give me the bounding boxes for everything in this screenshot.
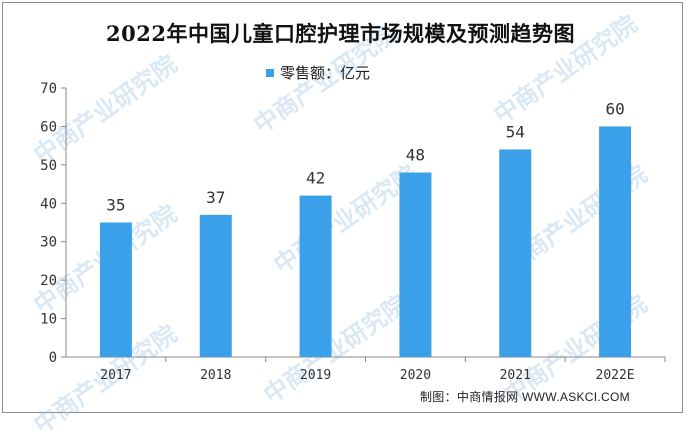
bar xyxy=(199,214,232,357)
y-tick-label: 0 xyxy=(49,350,57,366)
data-label: 54 xyxy=(506,122,525,141)
legend-label: 零售额：亿元 xyxy=(280,65,371,82)
y-tick-label: 60 xyxy=(40,119,57,135)
bar-chart: 0 10 20 30 40 50 60 70 35 2017 37 2018 42 2019 48 2020 5… xyxy=(40,81,666,383)
y-tick-label: 50 xyxy=(40,158,57,174)
data-label: 60 xyxy=(605,99,624,118)
y-tick-label: 10 xyxy=(40,312,57,328)
x-tick-label: 2022E xyxy=(596,368,635,383)
bar xyxy=(599,126,632,357)
x-tick-label: 2021 xyxy=(500,368,531,383)
legend-swatch xyxy=(266,68,274,77)
bar xyxy=(499,149,532,357)
x-tick-label: 2019 xyxy=(300,368,331,383)
y-tick-label: 30 xyxy=(40,235,57,251)
data-label: 48 xyxy=(406,146,425,165)
x-tick-label: 2020 xyxy=(400,368,431,383)
bar xyxy=(399,172,432,357)
x-tick-label: 2017 xyxy=(100,368,131,383)
chart-credit: 制图：中商情报网 WWW.ASKCI.COM xyxy=(420,390,630,404)
y-tick-label: 40 xyxy=(40,196,57,212)
data-label: 37 xyxy=(206,188,225,207)
y-tick-label: 70 xyxy=(40,81,57,97)
bar xyxy=(299,195,332,357)
data-label: 42 xyxy=(306,169,325,188)
x-tick-label: 2018 xyxy=(200,368,231,383)
bar xyxy=(99,222,132,357)
y-tick-label: 20 xyxy=(40,273,57,289)
chart-legend: 零售额：亿元 xyxy=(266,62,370,83)
chart-title: 2022年中国儿童口腔护理市场规模及预测趋势图 xyxy=(106,21,575,46)
data-label: 35 xyxy=(106,196,125,215)
